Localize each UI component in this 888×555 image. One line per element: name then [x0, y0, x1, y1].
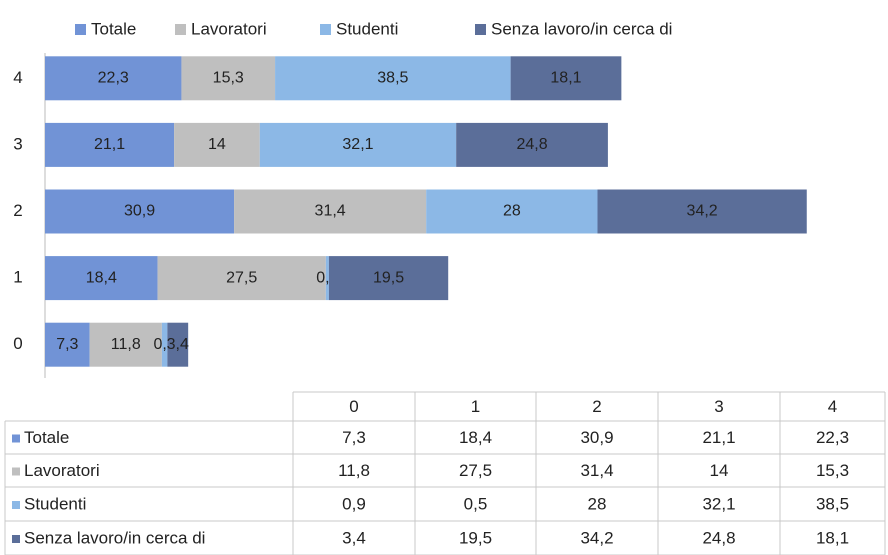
table-cell: 27,5 [459, 461, 492, 480]
y-tick-label: 0 [13, 334, 22, 353]
table-swatch [12, 434, 20, 443]
bar-segment [456, 122, 608, 167]
bar-label: 30,9 [124, 203, 155, 220]
bar-segment [174, 122, 260, 167]
bar-label: 32,1 [342, 136, 373, 153]
table-row-label: Studenti [24, 494, 86, 513]
table-cell: 34,2 [580, 528, 613, 547]
bar-label: 7,3 [56, 336, 78, 353]
y-tick-label: 1 [13, 268, 22, 287]
table-cell: 30,9 [580, 428, 613, 447]
bar-label: 3,4 [167, 336, 189, 353]
bar-segment [45, 122, 175, 167]
table-swatch [12, 535, 20, 543]
bar-label: 18,1 [550, 70, 581, 87]
bar-label: 14 [208, 136, 226, 153]
bar-label: 28 [503, 203, 521, 220]
table-cell: 0,5 [464, 494, 488, 513]
bar-segment [45, 189, 235, 234]
table-header: 0 [349, 397, 358, 416]
legend-label: Lavoratori [191, 19, 267, 38]
bar-label: 38,5 [377, 70, 408, 87]
bar-segment [510, 56, 622, 101]
table-row-label: Totale [24, 428, 69, 447]
bar-segment [45, 56, 182, 101]
bar-segment [161, 322, 168, 367]
table-cell: 22,3 [816, 428, 849, 447]
table-cell: 11,8 [338, 461, 370, 480]
table-cell: 24,8 [702, 528, 735, 547]
table-cell: 18,4 [459, 428, 492, 447]
table-cell: 31,4 [580, 461, 613, 480]
bar-segment [157, 256, 326, 301]
table-row-label: Senza lavoro/in cerca di [24, 528, 205, 547]
table-cell: 19,5 [459, 528, 492, 547]
y-tick-label: 2 [13, 201, 22, 220]
table-cell: 28 [588, 494, 607, 513]
bar-label: 15,3 [213, 70, 244, 87]
bar-segment [328, 256, 449, 301]
bar-segment [89, 322, 162, 367]
table-header: 4 [828, 397, 837, 416]
bar-label: 22,3 [98, 70, 129, 87]
table-cell: 7,3 [342, 428, 366, 447]
bar-segment [167, 322, 189, 367]
y-tick-label: 4 [13, 68, 22, 87]
table-header: 3 [714, 397, 723, 416]
bar-segment [259, 122, 457, 167]
y-tick-label: 3 [13, 134, 22, 153]
table-row-label: Lavoratori [24, 461, 100, 480]
table-swatch [12, 501, 20, 509]
table-header: 1 [471, 397, 480, 416]
table-cell: 15,3 [816, 461, 849, 480]
table-cell: 3,4 [342, 528, 366, 547]
bar-segment [597, 189, 807, 234]
table-cell: 32,1 [702, 494, 735, 513]
table-cell: 0,9 [342, 494, 366, 513]
bar-segment [275, 56, 511, 101]
bar-label: 11,8 [111, 336, 141, 353]
table-cell: 14 [710, 461, 729, 480]
bar-segment [181, 56, 276, 101]
bar-label: 21,1 [94, 136, 125, 153]
bar-segment [45, 322, 90, 367]
legend-swatch [175, 24, 186, 35]
legend-label: Senza lavoro/in cerca di [491, 19, 672, 38]
bar-label: 34,2 [687, 203, 718, 220]
bar-segment [426, 189, 598, 234]
legend-label: Totale [91, 19, 136, 38]
bar-segment [325, 256, 329, 301]
legend-swatch [475, 24, 486, 35]
table-header: 2 [592, 397, 601, 416]
bar-label: 31,4 [315, 203, 346, 220]
bar-label: 24,8 [516, 136, 547, 153]
bar-label: 18,4 [86, 269, 117, 286]
table-cell: 21,1 [702, 428, 735, 447]
table-cell: 38,5 [816, 494, 849, 513]
table-swatch [12, 467, 20, 476]
bar-segment [45, 256, 158, 301]
bar-segment [234, 189, 427, 234]
legend-swatch [75, 24, 86, 35]
bar-label: 19,5 [373, 269, 404, 286]
legend-swatch [320, 24, 331, 35]
bar-label: 27,5 [226, 269, 257, 286]
table-cell: 18,1 [816, 528, 849, 547]
legend-label: Studenti [336, 19, 398, 38]
